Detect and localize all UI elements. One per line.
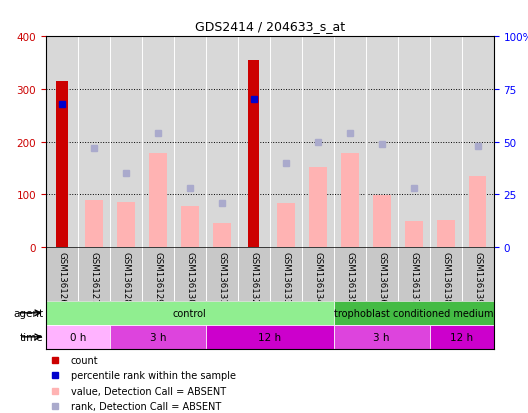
Bar xyxy=(206,325,334,349)
Bar xyxy=(46,325,110,349)
Bar xyxy=(373,196,391,247)
Text: trophoblast conditioned medium: trophoblast conditioned medium xyxy=(334,308,494,318)
Bar xyxy=(56,82,68,247)
Text: value, Detection Call = ABSENT: value, Detection Call = ABSENT xyxy=(71,386,225,396)
Bar xyxy=(341,154,359,247)
Text: GSM136135: GSM136135 xyxy=(345,251,354,304)
Text: control: control xyxy=(173,308,207,318)
Bar xyxy=(46,301,334,325)
Text: GSM136137: GSM136137 xyxy=(409,251,418,304)
Bar xyxy=(430,325,494,349)
Text: agent: agent xyxy=(13,308,43,318)
Text: percentile rank within the sample: percentile rank within the sample xyxy=(71,370,235,380)
Text: GSM136134: GSM136134 xyxy=(313,251,322,304)
Text: GSM136133: GSM136133 xyxy=(281,251,290,304)
Text: count: count xyxy=(71,355,98,365)
Bar xyxy=(334,301,494,325)
Bar xyxy=(149,154,167,247)
Text: GDS2414 / 204633_s_at: GDS2414 / 204633_s_at xyxy=(195,20,345,33)
Text: GSM136126: GSM136126 xyxy=(58,251,67,304)
Bar xyxy=(181,206,199,247)
Text: GSM136131: GSM136131 xyxy=(218,251,227,304)
Text: GSM136136: GSM136136 xyxy=(377,251,386,304)
Text: time: time xyxy=(20,332,43,342)
Text: GSM136127: GSM136127 xyxy=(89,251,98,304)
Text: 3 h: 3 h xyxy=(373,332,390,342)
Text: GSM136129: GSM136129 xyxy=(153,251,163,304)
Text: GSM136130: GSM136130 xyxy=(185,251,194,304)
Text: GSM136139: GSM136139 xyxy=(473,251,482,304)
Bar xyxy=(469,176,486,247)
Text: GSM136132: GSM136132 xyxy=(249,251,258,304)
Bar xyxy=(277,204,295,247)
Bar xyxy=(248,61,259,247)
Text: 12 h: 12 h xyxy=(258,332,281,342)
Bar xyxy=(309,168,327,247)
Bar xyxy=(110,325,206,349)
Bar xyxy=(334,325,430,349)
Text: GSM136138: GSM136138 xyxy=(441,251,450,304)
Bar xyxy=(405,221,422,247)
Bar xyxy=(117,203,135,247)
Text: GSM136128: GSM136128 xyxy=(121,251,130,304)
Text: 3 h: 3 h xyxy=(149,332,166,342)
Text: 12 h: 12 h xyxy=(450,332,473,342)
Bar xyxy=(85,200,103,247)
Bar xyxy=(437,220,455,247)
Text: 0 h: 0 h xyxy=(70,332,86,342)
Bar xyxy=(213,224,231,247)
Text: rank, Detection Call = ABSENT: rank, Detection Call = ABSENT xyxy=(71,401,221,411)
